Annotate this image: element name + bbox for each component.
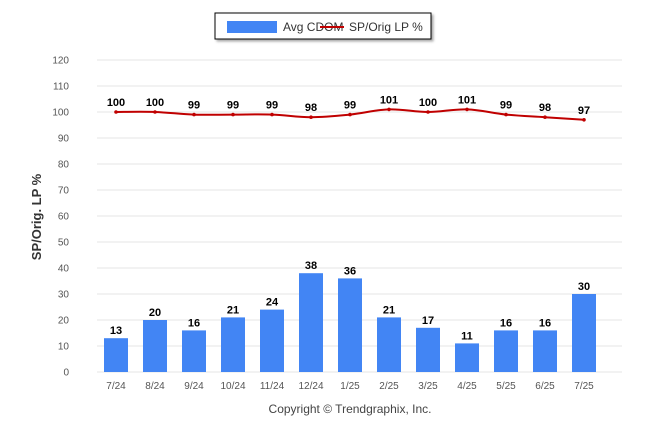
bar-value-label: 30 (578, 281, 590, 293)
bar-value-label: 20 (149, 307, 161, 319)
x-tick-label-11-24: 11/24 (260, 381, 285, 392)
line-value-label: 98 (305, 102, 317, 114)
line-value-label: 100 (419, 97, 437, 109)
bar-value-label: 21 (383, 304, 395, 316)
line-value-label: 99 (500, 100, 512, 112)
x-axis-ticks: 7/24 8/24 9/24 10/24 11/24 12/24 1/25 2/25 3/25 4… (106, 381, 594, 392)
y-tick-label-60: 60 (58, 212, 70, 223)
line-point-5-25 (504, 112, 508, 117)
bar-value-label: 17 (422, 315, 434, 327)
line-series (114, 107, 586, 122)
line-data-labels: 100 100 99 99 99 98 99 101 100 101 99 98 97 (107, 94, 590, 116)
line-value-label: 99 (344, 100, 356, 112)
line-value-label: 99 (227, 100, 239, 112)
y-tick-label-30: 30 (58, 290, 70, 301)
y-axis-ticks: 0 10 20 30 40 50 60 70 80 90 100 110 120 (52, 56, 69, 379)
bar-value-label: 36 (344, 265, 356, 277)
bar-value-label: 13 (110, 325, 122, 337)
line-value-label: 99 (188, 100, 200, 112)
x-tick-label-7-24: 7/24 (106, 381, 126, 392)
x-tick-label-6-25: 6/25 (535, 381, 555, 392)
line-point-7-25 (582, 118, 586, 122)
line-point-12-24 (309, 115, 313, 119)
bar-6-25 (533, 330, 557, 372)
y-tick-label-10: 10 (58, 342, 70, 353)
y-tick-label-40: 40 (58, 264, 70, 275)
x-tick-label-3-25: 3/25 (418, 381, 438, 392)
line-point-8-24 (153, 110, 157, 114)
copyright-text: Copyright © Trendgraphix, Inc. (269, 402, 432, 416)
y-tick-label-70: 70 (58, 186, 70, 197)
legend: Avg CDOM SP/Orig LP % (214, 12, 432, 40)
bar-5-25 (494, 330, 518, 372)
y-tick-label-90: 90 (58, 134, 70, 145)
bar-1-25 (338, 278, 362, 372)
line-point-10-24 (231, 112, 235, 117)
x-tick-label-10-24: 10/24 (220, 381, 245, 392)
x-tick-label-2-25: 2/25 (379, 381, 399, 392)
x-tick-label-5-25: 5/25 (496, 381, 516, 392)
legend-label-sp-orig-lp: SP/Orig LP % (349, 20, 423, 34)
bar-value-label: 21 (227, 304, 239, 316)
legend-label-avg-cdom: Avg CDOM (283, 20, 343, 34)
y-axis-label: SP/Orig. LP % (29, 173, 44, 260)
bar-value-label: 38 (305, 260, 317, 272)
bar-7-24 (104, 338, 128, 372)
y-tick-label-110: 110 (53, 82, 69, 93)
bar-value-label: 24 (266, 297, 279, 309)
line-value-label: 100 (146, 97, 164, 109)
y-tick-label-20: 20 (58, 316, 70, 327)
bar-7-25 (572, 294, 596, 372)
bar-value-label: 16 (188, 317, 200, 329)
line-point-7-24 (114, 110, 118, 114)
line-value-label: 101 (458, 94, 476, 106)
x-tick-label-4-25: 4/25 (457, 381, 477, 392)
bar-11-24 (260, 309, 284, 372)
line-point-6-25 (543, 115, 547, 119)
bar-3-25 (416, 327, 440, 372)
x-tick-label-1-25: 1/25 (340, 381, 360, 392)
bar-data-labels: 13 20 16 21 24 38 36 21 17 11 16 16 30 (110, 260, 590, 342)
x-tick-label-8-24: 8/24 (145, 381, 165, 392)
line-point-3-25 (426, 110, 430, 114)
bar-2-25 (377, 317, 401, 372)
bar-value-label: 11 (461, 330, 473, 342)
line-value-label: 101 (380, 94, 398, 106)
bar-value-label: 16 (500, 317, 512, 329)
bar-12-24 (299, 273, 323, 372)
line-point-2-25 (387, 107, 391, 112)
y-tick-label-120: 120 (52, 56, 69, 67)
line-point-4-25 (465, 107, 469, 112)
bar-series (104, 273, 596, 372)
y-tick-label-100: 100 (52, 108, 69, 119)
x-tick-label-9-24: 9/24 (184, 381, 204, 392)
gridlines (97, 59, 622, 373)
line-point-11-24 (270, 112, 274, 117)
bar-value-label: 16 (539, 317, 551, 329)
x-tick-label-12-24: 12/24 (298, 381, 323, 392)
line-value-label: 97 (578, 105, 590, 117)
line-point-9-24 (192, 112, 196, 117)
bar-10-24 (221, 317, 245, 372)
bar-4-25 (455, 343, 479, 372)
x-tick-label-7-25: 7/25 (574, 381, 594, 392)
line-value-label: 98 (539, 102, 551, 114)
bar-9-24 (182, 330, 206, 372)
line-point-1-25 (348, 112, 352, 117)
y-tick-label-50: 50 (58, 238, 70, 249)
legend-swatch-avg-cdom (227, 21, 277, 33)
y-tick-label-0: 0 (63, 368, 69, 379)
line-value-label: 99 (266, 100, 278, 112)
line-value-label: 100 (107, 97, 125, 109)
bar-8-24 (143, 320, 167, 372)
y-tick-label-80: 80 (58, 160, 70, 171)
